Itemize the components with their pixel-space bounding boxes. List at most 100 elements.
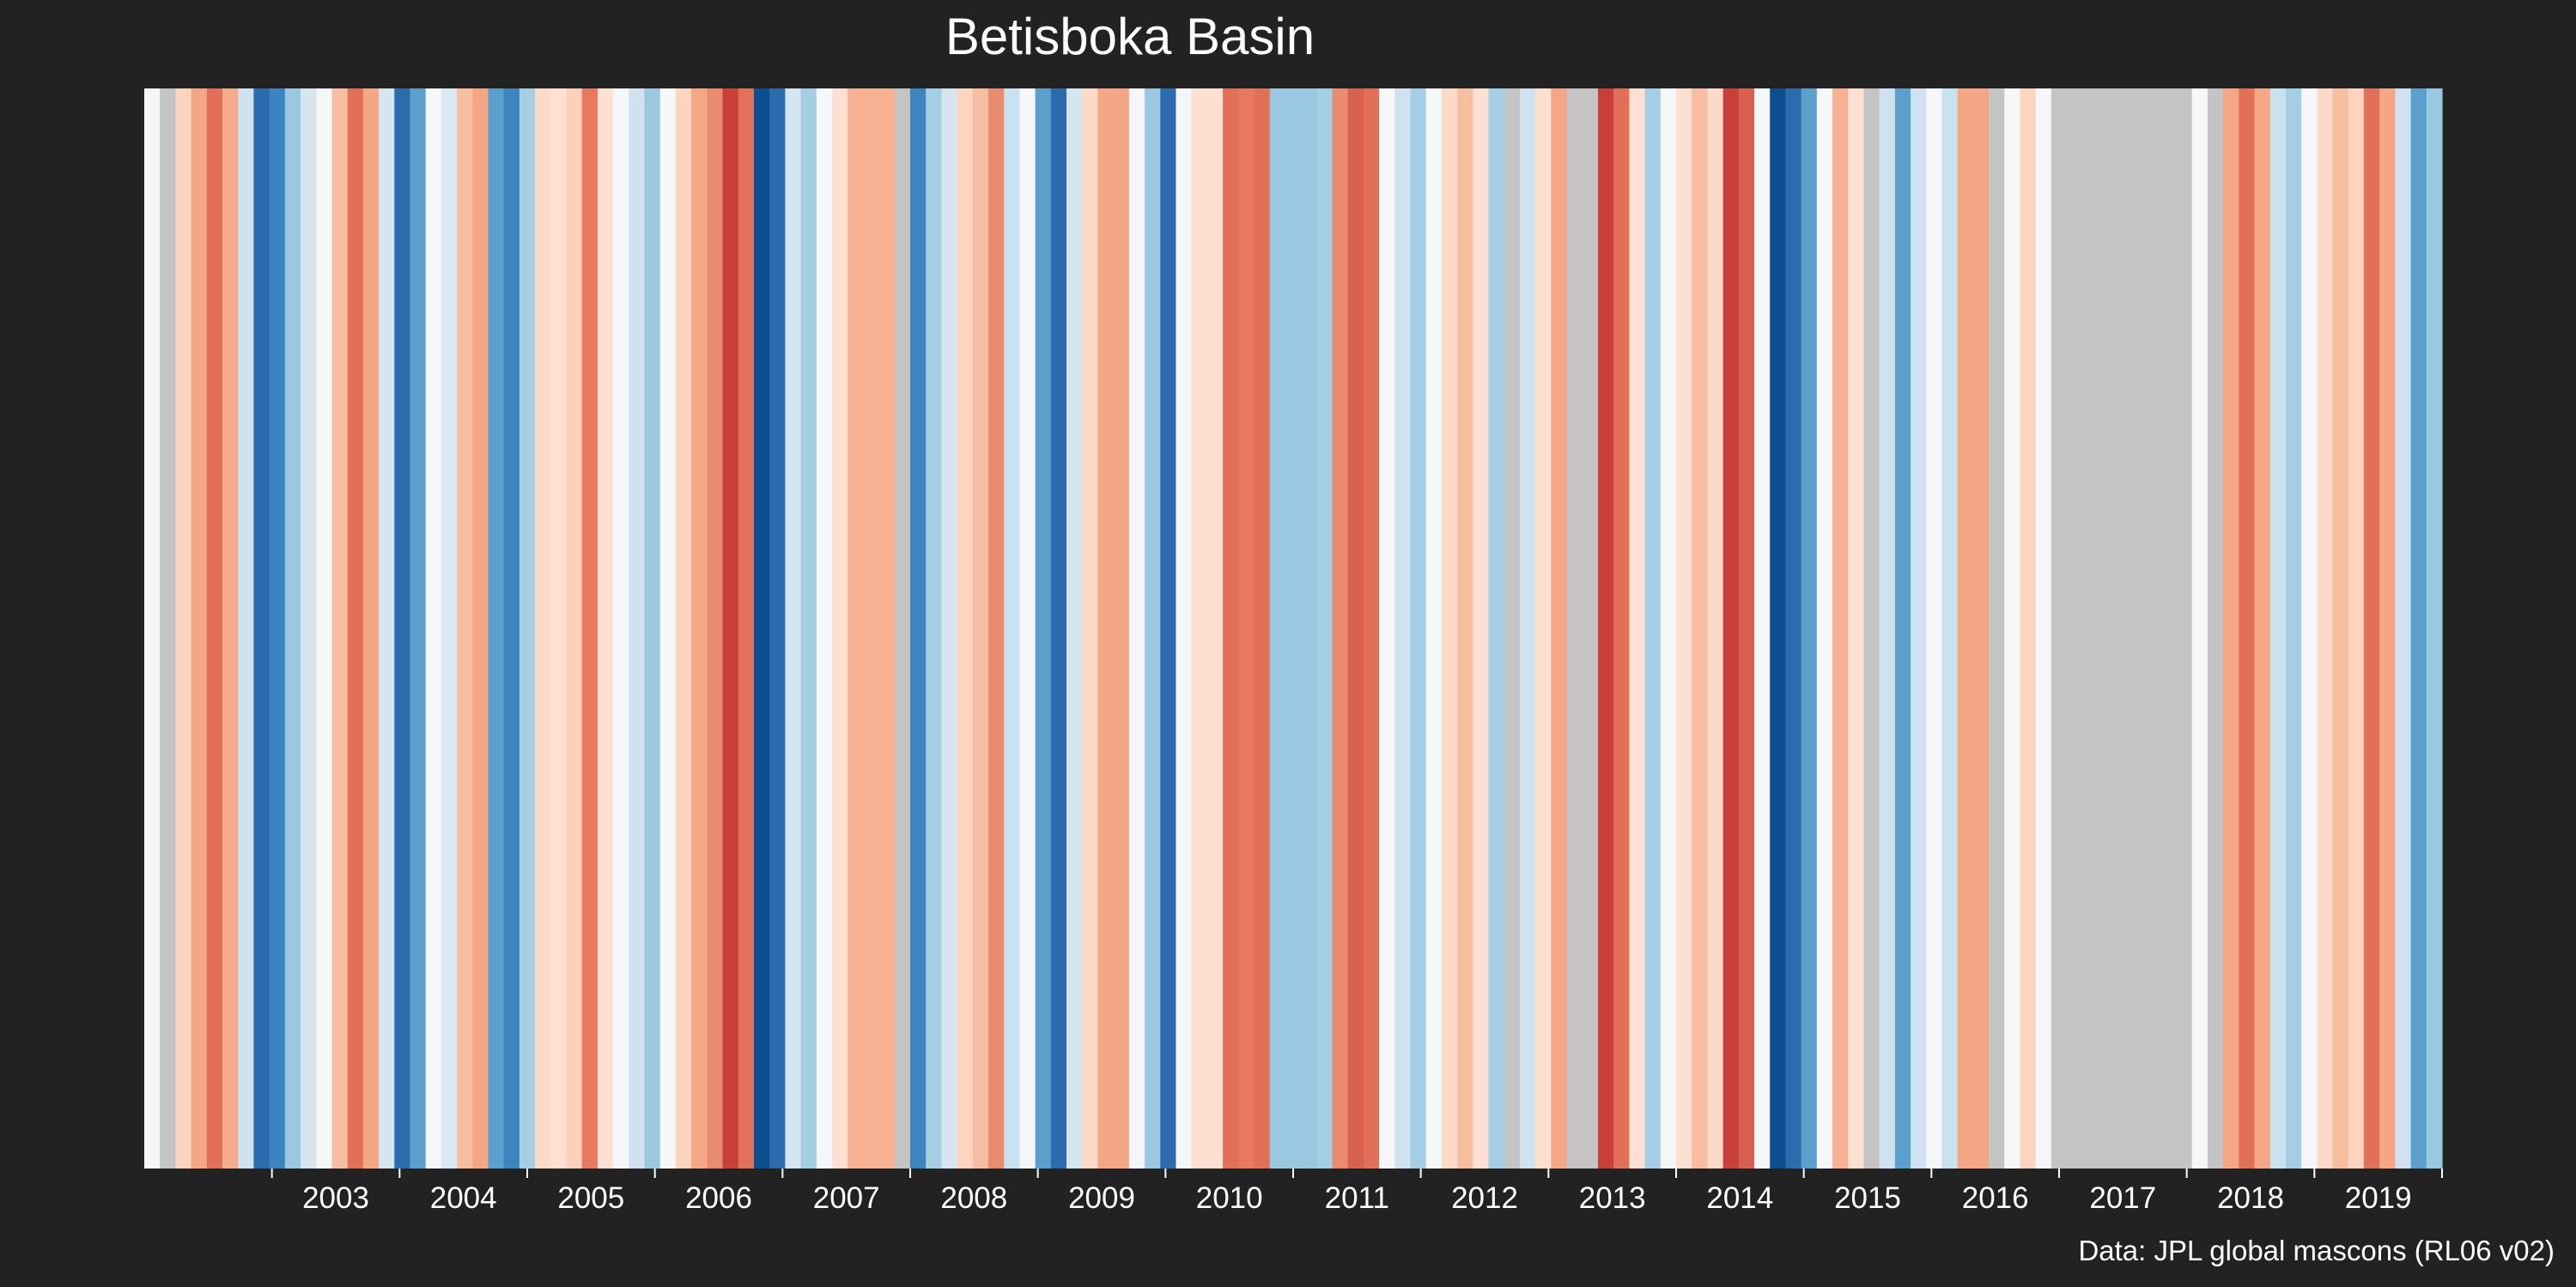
stripe <box>753 88 770 1169</box>
stripe <box>1019 88 1036 1169</box>
stripe <box>2239 88 2256 1169</box>
stripe <box>769 88 786 1169</box>
stripe <box>1160 88 1177 1169</box>
stripe <box>1613 88 1630 1169</box>
stripe <box>1097 88 1115 1169</box>
stripe <box>1316 88 1334 1169</box>
x-tick-label: 2019 <box>2345 1181 2412 1215</box>
x-tick-label: 2006 <box>685 1181 752 1215</box>
stripe <box>738 88 755 1169</box>
stripes-group <box>144 88 2443 1169</box>
stripe <box>2348 88 2365 1169</box>
x-tick-label: 2018 <box>2217 1181 2284 1215</box>
stripe <box>519 88 536 1169</box>
stripe <box>1738 88 1755 1169</box>
stripe <box>457 88 473 1169</box>
stripe <box>988 88 1005 1169</box>
stripe <box>1050 88 1067 1169</box>
stripe <box>1551 88 1568 1169</box>
stripe <box>1410 88 1427 1169</box>
x-tick-label: 2013 <box>1579 1181 1646 1215</box>
stripe <box>2113 88 2130 1169</box>
stripe <box>1363 88 1380 1169</box>
stripe <box>472 88 489 1169</box>
stripe <box>144 88 161 1169</box>
stripe <box>1832 88 1849 1169</box>
stripe <box>410 88 427 1169</box>
stripe <box>785 88 802 1169</box>
stripe <box>1894 88 1911 1169</box>
stripe <box>597 88 614 1169</box>
stripe <box>488 88 505 1169</box>
stripe <box>1535 88 1552 1169</box>
stripe <box>2176 88 2193 1169</box>
stripe <box>175 88 192 1169</box>
stripe <box>2269 88 2287 1169</box>
stripe <box>1035 88 1052 1169</box>
stripe <box>284 88 301 1169</box>
stripe <box>269 88 286 1169</box>
x-tick-label: 2011 <box>1325 1181 1389 1215</box>
stripe <box>1926 88 1943 1169</box>
chart-title: Betisboka Basin <box>945 8 1315 65</box>
stripe <box>440 88 458 1169</box>
stripe <box>1785 88 1802 1169</box>
stripe <box>2395 88 2412 1169</box>
stripe <box>1145 88 1161 1169</box>
stripe <box>581 88 598 1169</box>
stripe <box>1879 88 1896 1169</box>
stripe <box>2160 88 2178 1169</box>
stripe <box>926 88 942 1169</box>
stripe <box>331 88 349 1169</box>
stripe <box>644 88 661 1169</box>
stripe <box>2285 88 2302 1169</box>
stripe <box>2301 88 2318 1169</box>
stripe <box>1379 88 1395 1169</box>
stripe <box>2426 88 2443 1169</box>
stripe <box>1347 88 1364 1169</box>
stripe <box>1597 88 1614 1169</box>
stripe <box>1504 88 1521 1169</box>
stripe <box>2004 88 2021 1169</box>
x-tick-label: 2008 <box>940 1181 1007 1215</box>
stripe <box>1488 88 1505 1169</box>
x-tick-label: 2005 <box>557 1181 624 1215</box>
x-tick-label: 2016 <box>1962 1181 2029 1215</box>
stripe <box>691 88 708 1169</box>
stripe <box>1238 88 1255 1169</box>
stripe <box>910 88 927 1169</box>
stripe <box>2050 88 2068 1169</box>
stripe <box>301 88 317 1169</box>
stripe <box>550 88 568 1169</box>
stripe <box>535 88 551 1169</box>
stripe <box>394 88 411 1169</box>
stripe <box>1644 88 1662 1169</box>
stripe <box>1707 88 1724 1169</box>
stripe <box>2317 88 2334 1169</box>
stripe <box>2191 88 2208 1169</box>
stripe <box>863 88 880 1169</box>
stripe <box>1989 88 2005 1169</box>
stripe <box>2098 88 2115 1169</box>
stripe <box>316 88 333 1169</box>
stripe <box>1473 88 1490 1169</box>
stripe <box>1816 88 1833 1169</box>
stripe <box>2254 88 2271 1169</box>
x-tick-label: 2017 <box>2089 1181 2156 1215</box>
stripe <box>1848 88 1865 1169</box>
stripe <box>957 88 974 1169</box>
stripe <box>941 88 958 1169</box>
stripe <box>2223 88 2239 1169</box>
stripe <box>2363 88 2380 1169</box>
stripe <box>848 88 864 1169</box>
stripe <box>1332 88 1349 1169</box>
stripe <box>1754 88 1771 1169</box>
stripe <box>1566 88 1583 1169</box>
stripe <box>503 88 520 1169</box>
stripe <box>1301 88 1317 1169</box>
stripe <box>1425 88 1443 1169</box>
stripe <box>191 88 208 1169</box>
stripe <box>1692 88 1708 1169</box>
stripe <box>707 88 724 1169</box>
